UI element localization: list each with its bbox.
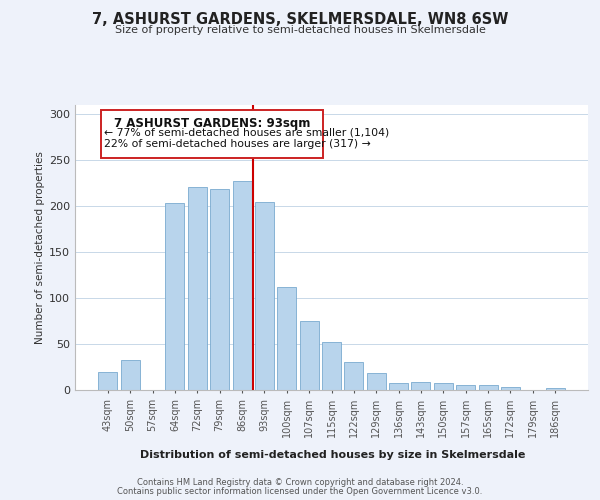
Text: Contains HM Land Registry data © Crown copyright and database right 2024.: Contains HM Land Registry data © Crown c…: [137, 478, 463, 487]
Text: Distribution of semi-detached houses by size in Skelmersdale: Distribution of semi-detached houses by …: [140, 450, 526, 460]
Bar: [456, 386, 475, 390]
Bar: [166, 204, 184, 390]
Bar: [501, 387, 520, 390]
Bar: [545, 388, 565, 390]
Bar: [98, 372, 118, 390]
Bar: [344, 362, 364, 390]
Text: ← 77% of semi-detached houses are smaller (1,104): ← 77% of semi-detached houses are smalle…: [104, 128, 390, 138]
Bar: [255, 202, 274, 390]
Bar: [210, 188, 229, 390]
Bar: [412, 382, 430, 390]
Y-axis label: Number of semi-detached properties: Number of semi-detached properties: [35, 151, 45, 344]
Text: Contains public sector information licensed under the Open Government Licence v3: Contains public sector information licen…: [118, 486, 482, 496]
Bar: [367, 372, 386, 390]
Text: 7, ASHURST GARDENS, SKELMERSDALE, WN8 6SW: 7, ASHURST GARDENS, SKELMERSDALE, WN8 6S…: [92, 12, 508, 28]
Bar: [479, 386, 497, 390]
Bar: [277, 287, 296, 390]
Bar: [434, 382, 453, 390]
Bar: [389, 382, 408, 390]
Text: 7 ASHURST GARDENS: 93sqm: 7 ASHURST GARDENS: 93sqm: [113, 117, 310, 130]
Bar: [188, 187, 207, 390]
Text: 22% of semi-detached houses are larger (317) →: 22% of semi-detached houses are larger (…: [104, 139, 371, 149]
Bar: [233, 182, 251, 390]
Bar: [322, 342, 341, 390]
FancyBboxPatch shape: [101, 110, 323, 158]
Text: Size of property relative to semi-detached houses in Skelmersdale: Size of property relative to semi-detach…: [115, 25, 485, 35]
Bar: [121, 360, 140, 390]
Bar: [299, 321, 319, 390]
